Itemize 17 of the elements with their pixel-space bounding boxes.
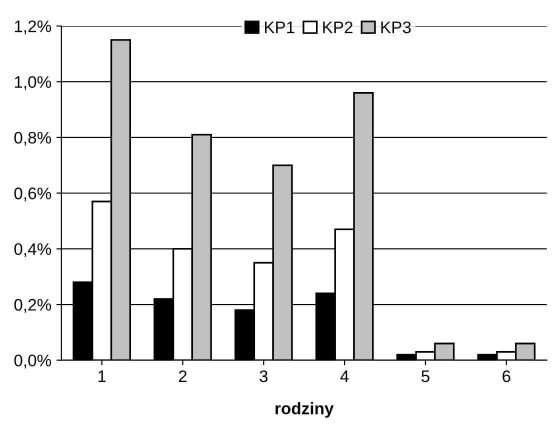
y-tick-label: 1,2% <box>14 20 52 34</box>
x-tick-label: 6 <box>502 370 510 382</box>
y-tick-label: 0,2% <box>14 298 52 313</box>
y-tick-label: 0,6% <box>14 188 52 202</box>
x-tick-label: 1 <box>98 370 106 382</box>
legend-label: KP2 <box>323 21 352 34</box>
legend-label: KP1 <box>264 22 294 34</box>
legend-label: KP3 <box>381 21 411 34</box>
y-tick-label: 0,8% <box>14 132 52 146</box>
x-tick-label: 2 <box>178 370 187 382</box>
y-tick-label: 1,0% <box>14 76 52 90</box>
x-tick-label: 4 <box>340 370 349 382</box>
y-tick-label: 0,0% <box>14 354 52 368</box>
x-tick-label: 5 <box>422 370 430 382</box>
x-axis-title: rodziny <box>276 402 334 418</box>
y-tick-label: 0,4% <box>14 243 52 257</box>
x-tick-label: 3 <box>260 370 268 382</box>
